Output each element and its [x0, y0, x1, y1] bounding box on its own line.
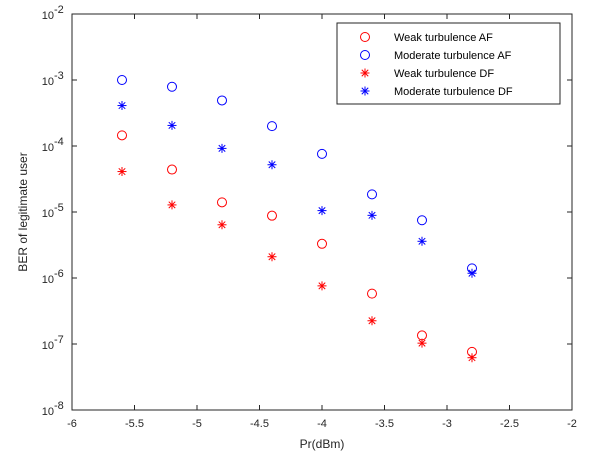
data-point: [367, 189, 377, 200]
legend-marker: [360, 32, 370, 42]
asterisk-stroke: [218, 144, 226, 152]
y-tick-label: 10: [42, 406, 54, 418]
x-tick-label: -3.5: [375, 418, 394, 430]
axes-ticks: -6 -5.5 -5 -4.5 -4 -3.5 -3 -2.5 -210-810-710-610…: [42, 4, 577, 430]
asterisk-stroke: [168, 121, 176, 130]
asterisk-stroke: [318, 207, 326, 215]
legend-marker: [360, 86, 370, 96]
legend-entry-label: Moderate turbulence AF: [394, 50, 512, 62]
y-tick-label: 10: [42, 76, 54, 88]
legend-box: [336, 22, 561, 105]
data-point: [117, 167, 127, 177]
data-point: [317, 238, 327, 249]
data-point: [167, 200, 177, 210]
y-tick-exponent: -7: [54, 334, 64, 346]
asterisk-stroke: [468, 354, 476, 362]
data-point: [467, 268, 477, 278]
series-3: [117, 101, 477, 278]
x-axis-label: Pr(dBm): [300, 437, 345, 451]
data-point: [267, 252, 277, 262]
legend: Weak turbulence AF Moderate turbulence AF…: [336, 22, 561, 105]
data-point: [317, 281, 327, 291]
data-point: [117, 75, 127, 85]
x-tick-label: -4.5: [250, 418, 269, 430]
x-tick-label: -3: [442, 418, 452, 430]
x-tick-label: -2: [567, 418, 577, 430]
data-point: [267, 160, 277, 170]
x-tick-label: -4: [317, 418, 327, 430]
y-tick-base: 10: [42, 10, 54, 22]
asterisk-stroke: [268, 253, 276, 261]
y-tick-exponent: -4: [54, 136, 64, 148]
y-tick-exponent: -8: [54, 400, 64, 412]
series-2: [117, 167, 477, 363]
data-point: [117, 101, 127, 111]
asterisk-stroke: [318, 282, 326, 290]
data-point: [367, 288, 377, 299]
data-point: [267, 210, 277, 221]
data-point: [367, 316, 377, 326]
asterisk-stroke: [118, 101, 126, 110]
y-tick-label: 10: [42, 340, 54, 352]
y-tick-base: 10: [42, 142, 54, 154]
asterisk-stroke: [418, 237, 426, 245]
asterisk-stroke: [361, 69, 369, 77]
data-point: [317, 206, 327, 216]
asterisk-stroke: [418, 339, 426, 347]
data-point: [367, 210, 377, 220]
y-tick-label: 10: [42, 208, 54, 220]
data-point: [417, 215, 427, 226]
legend-marker: [360, 68, 370, 78]
y-tick-exponent: -5: [54, 202, 64, 214]
y-tick-label: 10: [42, 142, 54, 154]
legend-entry-label: Weak turbulence AF: [394, 32, 493, 44]
data-point: [117, 130, 127, 141]
legend-entry-label: Weak turbulence DF: [394, 68, 494, 80]
data-point: [167, 164, 177, 175]
x-tick-label: -2.5: [500, 418, 519, 430]
y-tick-base: 10: [42, 76, 54, 88]
data-point: [217, 95, 227, 106]
asterisk-stroke: [361, 87, 369, 95]
data-point: [167, 81, 177, 92]
data-point: [217, 143, 227, 153]
y-tick-base: 10: [42, 274, 54, 286]
asterisk-stroke: [268, 161, 276, 169]
data-point: [167, 120, 177, 130]
data-point: [217, 197, 227, 208]
series-1: [117, 75, 477, 274]
y-tick-exponent: -3: [54, 70, 64, 82]
legend-marker: [360, 50, 370, 60]
asterisk-stroke: [168, 201, 176, 209]
y-tick-exponent: -2: [54, 4, 64, 16]
legend-entry-label: Moderate turbulence DF: [394, 86, 513, 98]
y-tick-base: 10: [42, 340, 54, 352]
asterisk-stroke: [118, 167, 126, 176]
data-point: [417, 236, 427, 246]
y-tick-label: 10: [42, 10, 54, 22]
data-point: [317, 148, 327, 159]
x-tick-label: -5.5: [125, 418, 144, 430]
y-axis-label: BER of legitimate user: [16, 152, 30, 271]
asterisk-stroke: [368, 211, 376, 219]
data-point: [267, 121, 277, 132]
x-tick-label: -5: [192, 418, 202, 430]
x-tick-label: -6: [67, 418, 77, 430]
y-tick-base: 10: [42, 208, 54, 220]
y-tick-base: 10: [42, 406, 54, 418]
data-point: [467, 353, 477, 363]
y-tick-exponent: -6: [54, 268, 64, 280]
plot-frame: [71, 13, 573, 411]
asterisk-stroke: [368, 317, 376, 325]
asterisk-stroke: [218, 221, 226, 229]
asterisk-stroke: [468, 269, 476, 277]
y-tick-label: 10: [42, 274, 54, 286]
data-point: [217, 220, 227, 230]
data-point: [417, 338, 427, 348]
data-marks: [117, 75, 477, 363]
